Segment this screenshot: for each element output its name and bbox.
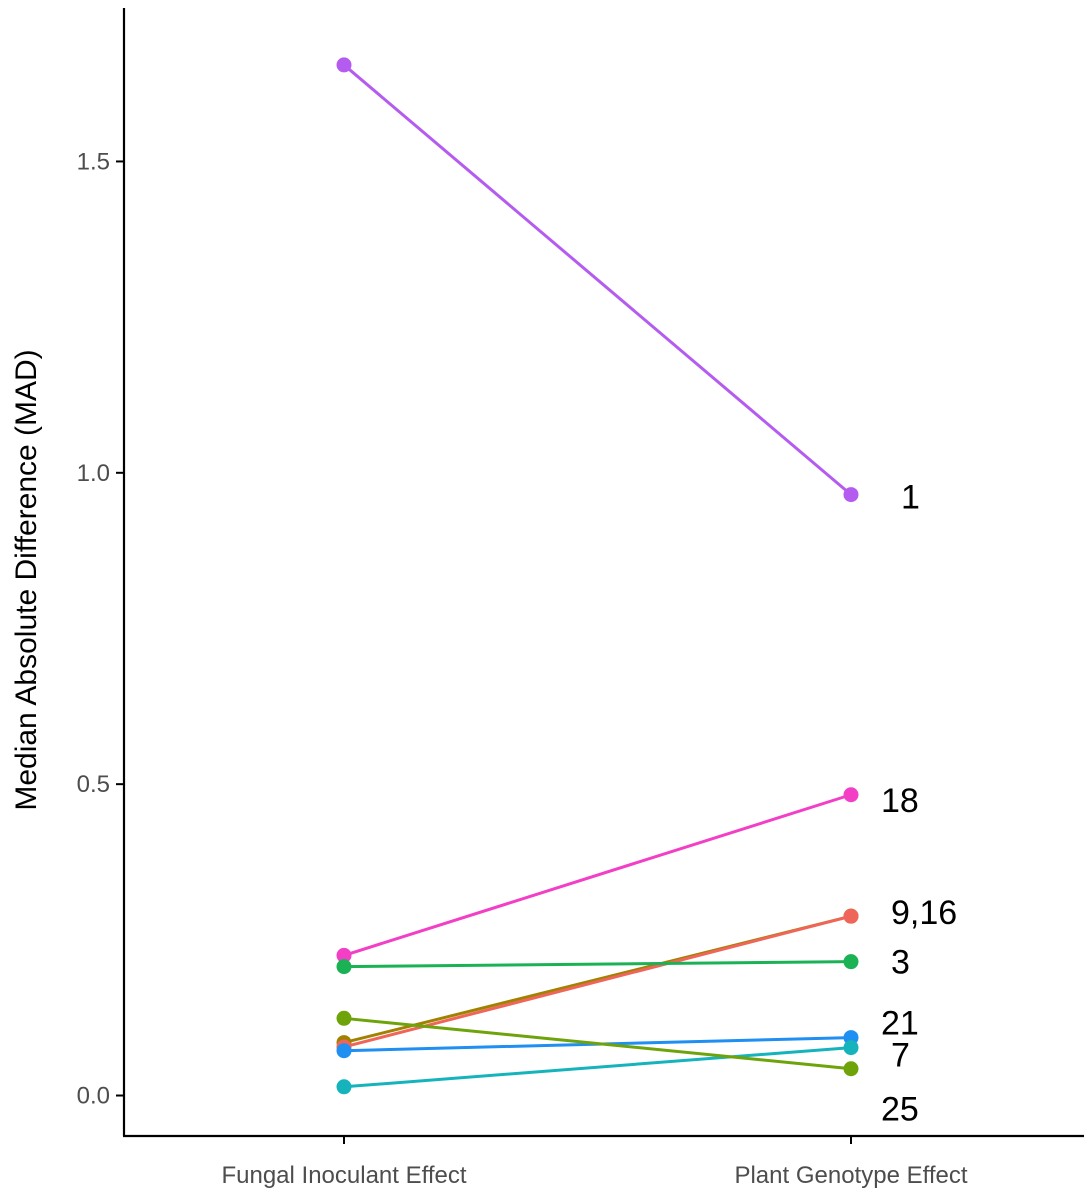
data-point <box>336 57 352 73</box>
series-end-label: 1 <box>901 479 920 517</box>
data-point <box>843 787 859 803</box>
data-point <box>336 1079 352 1095</box>
series-line <box>343 914 852 1049</box>
series-end-label: 18 <box>881 782 919 820</box>
data-point <box>843 487 859 503</box>
y-tick-label: 0.5 <box>77 771 110 798</box>
series-line <box>343 1046 852 1089</box>
y-axis-title: Median Absolute Difference (MAD) <box>10 349 43 810</box>
x-tick-label: Plant Genotype Effect <box>734 1162 967 1189</box>
data-point <box>843 954 859 970</box>
series-line <box>343 1016 852 1071</box>
y-tick-label: 1.5 <box>77 148 110 175</box>
series-end-label: 9,16 <box>891 894 957 932</box>
series-end-label: 25 <box>881 1091 919 1129</box>
series-7 <box>336 1040 859 1095</box>
series-1 <box>336 57 859 503</box>
axes: 0.0 0.5 1.0 1.5 Fungal Inoculant Effect Plant… <box>77 8 1084 1189</box>
series-end-label: 21 <box>881 1005 919 1043</box>
series-18 <box>336 787 859 963</box>
series-25 <box>336 1010 859 1077</box>
data-point <box>843 1061 859 1077</box>
y-tick-label: 1.0 <box>77 460 110 487</box>
data-point <box>336 947 352 963</box>
x-tick-label: Fungal Inoculant Effect <box>221 1162 466 1189</box>
series-line <box>343 63 852 496</box>
series-end-label: 7 <box>891 1037 910 1075</box>
series-end-label: 3 <box>891 944 910 982</box>
data-point <box>843 908 859 924</box>
series-3 <box>336 954 859 975</box>
series-16 <box>336 908 859 1055</box>
series-line <box>343 793 852 957</box>
y-tick-label: 0.0 <box>77 1083 110 1110</box>
end-labels: 1 18 9,16 3 217 25 <box>881 479 957 1129</box>
data-point <box>336 1043 352 1059</box>
data-point <box>336 1010 352 1026</box>
data-point <box>336 959 352 975</box>
series-line <box>343 960 852 969</box>
series-layer <box>336 57 859 1095</box>
data-point <box>843 1040 859 1056</box>
